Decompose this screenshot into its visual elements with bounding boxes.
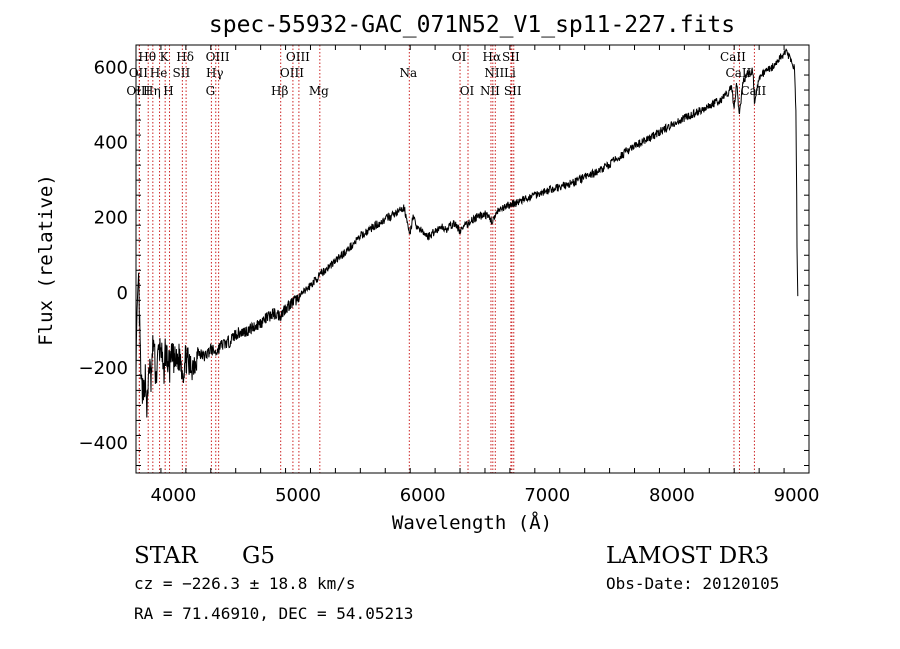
x-axis-label: Wavelength (Å) — [392, 511, 552, 534]
line-marker-label: He — [150, 66, 168, 80]
line-marker-label: Hδ — [176, 50, 194, 64]
line-marker-label: NII — [480, 84, 500, 98]
x-tick-labels: 4000 5000 6000 7000 8000 9000 — [150, 485, 819, 506]
line-marker-label: OIII — [126, 84, 150, 98]
x-tick-label: 8000 — [649, 485, 695, 506]
plot-frame — [135, 44, 810, 474]
line-marker-label: OIII — [280, 66, 304, 80]
line-marker-label: Hη — [143, 84, 161, 98]
line-marker-label: H — [163, 84, 173, 98]
x-tick-label: 6000 — [400, 485, 446, 506]
y-axis-label: Flux (relative) — [35, 174, 57, 346]
line-marker-label: NII — [484, 66, 504, 80]
line-marker-label: OI — [452, 50, 467, 64]
coordinates: RA = 71.46910, DEC = 54.05213 — [134, 604, 413, 623]
line-marker-label: CaII — [720, 50, 746, 64]
object-subclass: G5 — [242, 543, 275, 569]
y-tick-label: −200 — [79, 358, 128, 379]
x-tick-label: 4000 — [150, 485, 196, 506]
x-tick-label: 9000 — [774, 485, 820, 506]
line-marker-label: Hα — [483, 50, 502, 64]
x-tick-label: 7000 — [524, 485, 570, 506]
x-tick-label: 5000 — [275, 485, 321, 506]
line-marker-label: G — [206, 84, 216, 98]
line-marker-label: Na — [399, 66, 417, 80]
observation-date: Obs-Date: 20120105 — [606, 574, 779, 593]
object-class: STAR — [134, 543, 198, 569]
line-marker-label: OIII — [286, 50, 310, 64]
chart-title: spec-55932-GAC_071N52_V1_sp11-227.fits — [209, 12, 735, 38]
line-marker-label: OI — [460, 84, 475, 98]
line-marker-label: SII — [502, 50, 520, 64]
line-marker-label: Mg — [309, 84, 329, 98]
line-marker-label: Li — [504, 66, 516, 80]
line-marker-label: Hβ — [271, 84, 288, 98]
survey-name: LAMOST DR3 — [606, 543, 769, 569]
flux-series-line — [135, 48, 799, 418]
y-tick-label: 0 — [117, 283, 128, 304]
y-tick-label: 600 — [94, 58, 128, 79]
line-marker-label: Hγ — [206, 66, 224, 80]
line-marker-label: Hθ — [138, 50, 156, 64]
line-marker-label: K — [160, 50, 170, 64]
redshift-velocity: cz = −226.3 ± 18.8 km/s — [134, 574, 356, 593]
line-marker-label: OIII — [206, 50, 230, 64]
y-tick-label: −400 — [79, 433, 128, 454]
line-marker-label: SII — [504, 84, 522, 98]
axis-ticks — [136, 45, 809, 473]
line-marker-label: SII — [173, 66, 191, 80]
y-tick-labels: −400 −200 0 200 400 600 — [79, 58, 128, 454]
line-markers — [138, 45, 755, 473]
line-marker-label: OII — [129, 66, 149, 80]
y-tick-label: 200 — [94, 208, 128, 229]
y-tick-label: 400 — [94, 133, 128, 154]
